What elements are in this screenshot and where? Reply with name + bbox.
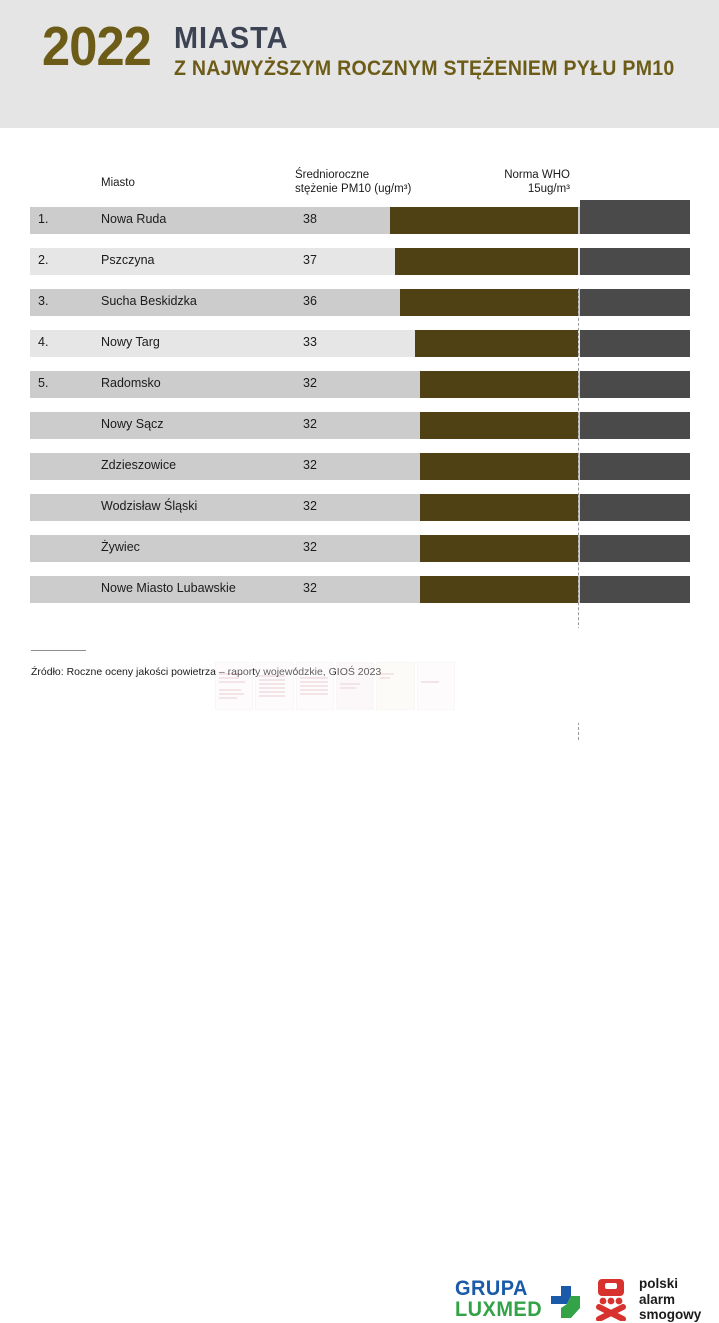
table-row: 2. Pszczyna 37 — [0, 248, 719, 289]
row-value: 32 — [303, 581, 317, 595]
row-value: 32 — [303, 376, 317, 390]
header-year: 2022 — [42, 15, 152, 77]
pas-line-2: alarm — [639, 1291, 676, 1307]
row-city: Radomsko — [101, 376, 161, 390]
row-value: 33 — [303, 335, 317, 349]
row-bar-who-norm — [580, 494, 690, 521]
source-divider — [31, 650, 86, 651]
row-rank: 1. — [38, 212, 49, 226]
row-bar-concentration — [419, 535, 578, 562]
row-bar-who-norm — [580, 453, 690, 480]
row-bar-concentration — [390, 207, 578, 234]
row-bar-who-norm — [580, 248, 690, 275]
row-bar-concentration — [399, 289, 578, 316]
logo-luxmed-text: LUXMED — [455, 1298, 543, 1321]
row-city: Wodzisław Śląski — [101, 499, 198, 513]
row-bar-concentration — [419, 576, 578, 603]
table-row: 1. Nowa Ruda 38 — [0, 207, 719, 248]
column-header-who-line1: Norma WHO — [504, 169, 570, 181]
column-header-value-line2: stężenie PM10 (ug/m³) — [295, 183, 412, 195]
row-value: 32 — [303, 458, 317, 472]
row-city: Nowe Miasto Lubawskie — [101, 581, 236, 595]
row-bar-who-norm — [580, 207, 690, 234]
row-value: 37 — [303, 253, 317, 267]
column-header-value: Średnioroczne stężenie PM10 (ug/m³) — [295, 168, 455, 196]
header-banner: 2022 MIASTA Z NAJWYŻSZYM ROCZNYM STĘŻENI… — [0, 0, 719, 128]
row-city: Sucha Beskidzka — [101, 294, 197, 308]
header-inner: 2022 MIASTA Z NAJWYŻSZYM ROCZNYM STĘŻENI… — [42, 18, 713, 81]
row-bar-who-norm — [580, 371, 690, 398]
row-rank: 2. — [38, 253, 49, 267]
table-row: 5. Radomsko 32 — [0, 371, 719, 412]
page-title: MIASTA — [174, 20, 289, 55]
row-bar-who-norm — [580, 576, 690, 603]
source-note: Źródło: Roczne oceny jakości powietrza –… — [31, 666, 382, 678]
table-row: Zdzieszowice 32 — [0, 453, 719, 494]
luxmed-cross-icon — [551, 1286, 580, 1318]
logo-polski-alarm-smogowy: polski alarm smogowy — [593, 1276, 701, 1323]
row-bar-concentration — [419, 494, 578, 521]
row-value: 32 — [303, 499, 317, 513]
row-city: Nowy Targ — [101, 335, 160, 349]
pas-mask-icon — [596, 1279, 626, 1322]
column-header-who-line2: 15ug/m³ — [527, 183, 570, 195]
column-header-value-line1: Średnioroczne — [295, 169, 370, 181]
row-value: 32 — [303, 417, 317, 431]
header-title-block: MIASTA Z NAJWYŻSZYM ROCZNYM STĘŻENIEM PY… — [174, 18, 712, 81]
who-threshold-line — [578, 288, 579, 740]
row-bar-concentration — [394, 248, 578, 275]
row-value: 36 — [303, 294, 317, 308]
thumbnail-5 — [376, 662, 415, 710]
column-headers: Miasto Średnioroczne stężenie PM10 (ug/m… — [0, 160, 719, 227]
row-bar-who-norm — [580, 412, 690, 439]
table-row: Wodzisław Śląski 32 — [0, 494, 719, 535]
row-bar-who-norm — [580, 289, 690, 316]
row-city: Żywiec — [101, 540, 140, 554]
row-bar-concentration — [419, 453, 578, 480]
row-city: Pszczyna — [101, 253, 155, 267]
thumbnail-6 — [416, 662, 455, 710]
row-bar-who-norm — [580, 330, 690, 357]
pas-wordmark: polski alarm smogowy — [639, 1276, 701, 1323]
table-row: 4. Nowy Targ 33 — [0, 330, 719, 371]
row-city: Nowy Sącz — [101, 417, 164, 431]
row-value: 38 — [303, 212, 317, 226]
chart-table: Miasto Średnioroczne stężenie PM10 (ug/m… — [0, 128, 719, 740]
table-row: Żywiec 32 — [0, 535, 719, 576]
row-bar-concentration — [414, 330, 578, 357]
row-rank: 4. — [38, 335, 49, 349]
row-bar-concentration — [419, 371, 578, 398]
row-bar-concentration — [419, 412, 578, 439]
column-header-who: Norma WHO 15ug/m³ — [420, 168, 570, 196]
page-subtitle: Z NAJWYŻSZYM ROCZNYM STĘŻENIEM PYŁU PM10 — [174, 57, 675, 80]
logo-grupa-text: GRUPA — [455, 1277, 528, 1300]
pas-line-1: polski — [639, 1276, 679, 1291]
row-city: Zdzieszowice — [101, 458, 177, 472]
footer: Źródło: Roczne oceny jakości powietrza –… — [0, 628, 719, 1322]
row-bar-who-norm — [580, 535, 690, 562]
row-rank: 5. — [38, 376, 49, 390]
row-value: 32 — [303, 540, 317, 554]
row-rank: 3. — [38, 294, 49, 308]
logo-grupa-luxmed: GRUPA LUXMED — [455, 1277, 580, 1321]
column-header-city: Miasto — [101, 177, 135, 189]
table-row: 3. Sucha Beskidzka 36 — [0, 289, 719, 330]
row-city: Nowa Ruda — [101, 212, 167, 226]
table-row: Nowe Miasto Lubawskie 32 — [0, 576, 719, 617]
table-rows: 1. Nowa Ruda 38 2. Pszczyna 37 3. Sucha Beskidz… — [0, 207, 719, 617]
table-row: Nowy Sącz 32 — [0, 412, 719, 453]
pas-line-3: smogowy — [639, 1307, 702, 1322]
